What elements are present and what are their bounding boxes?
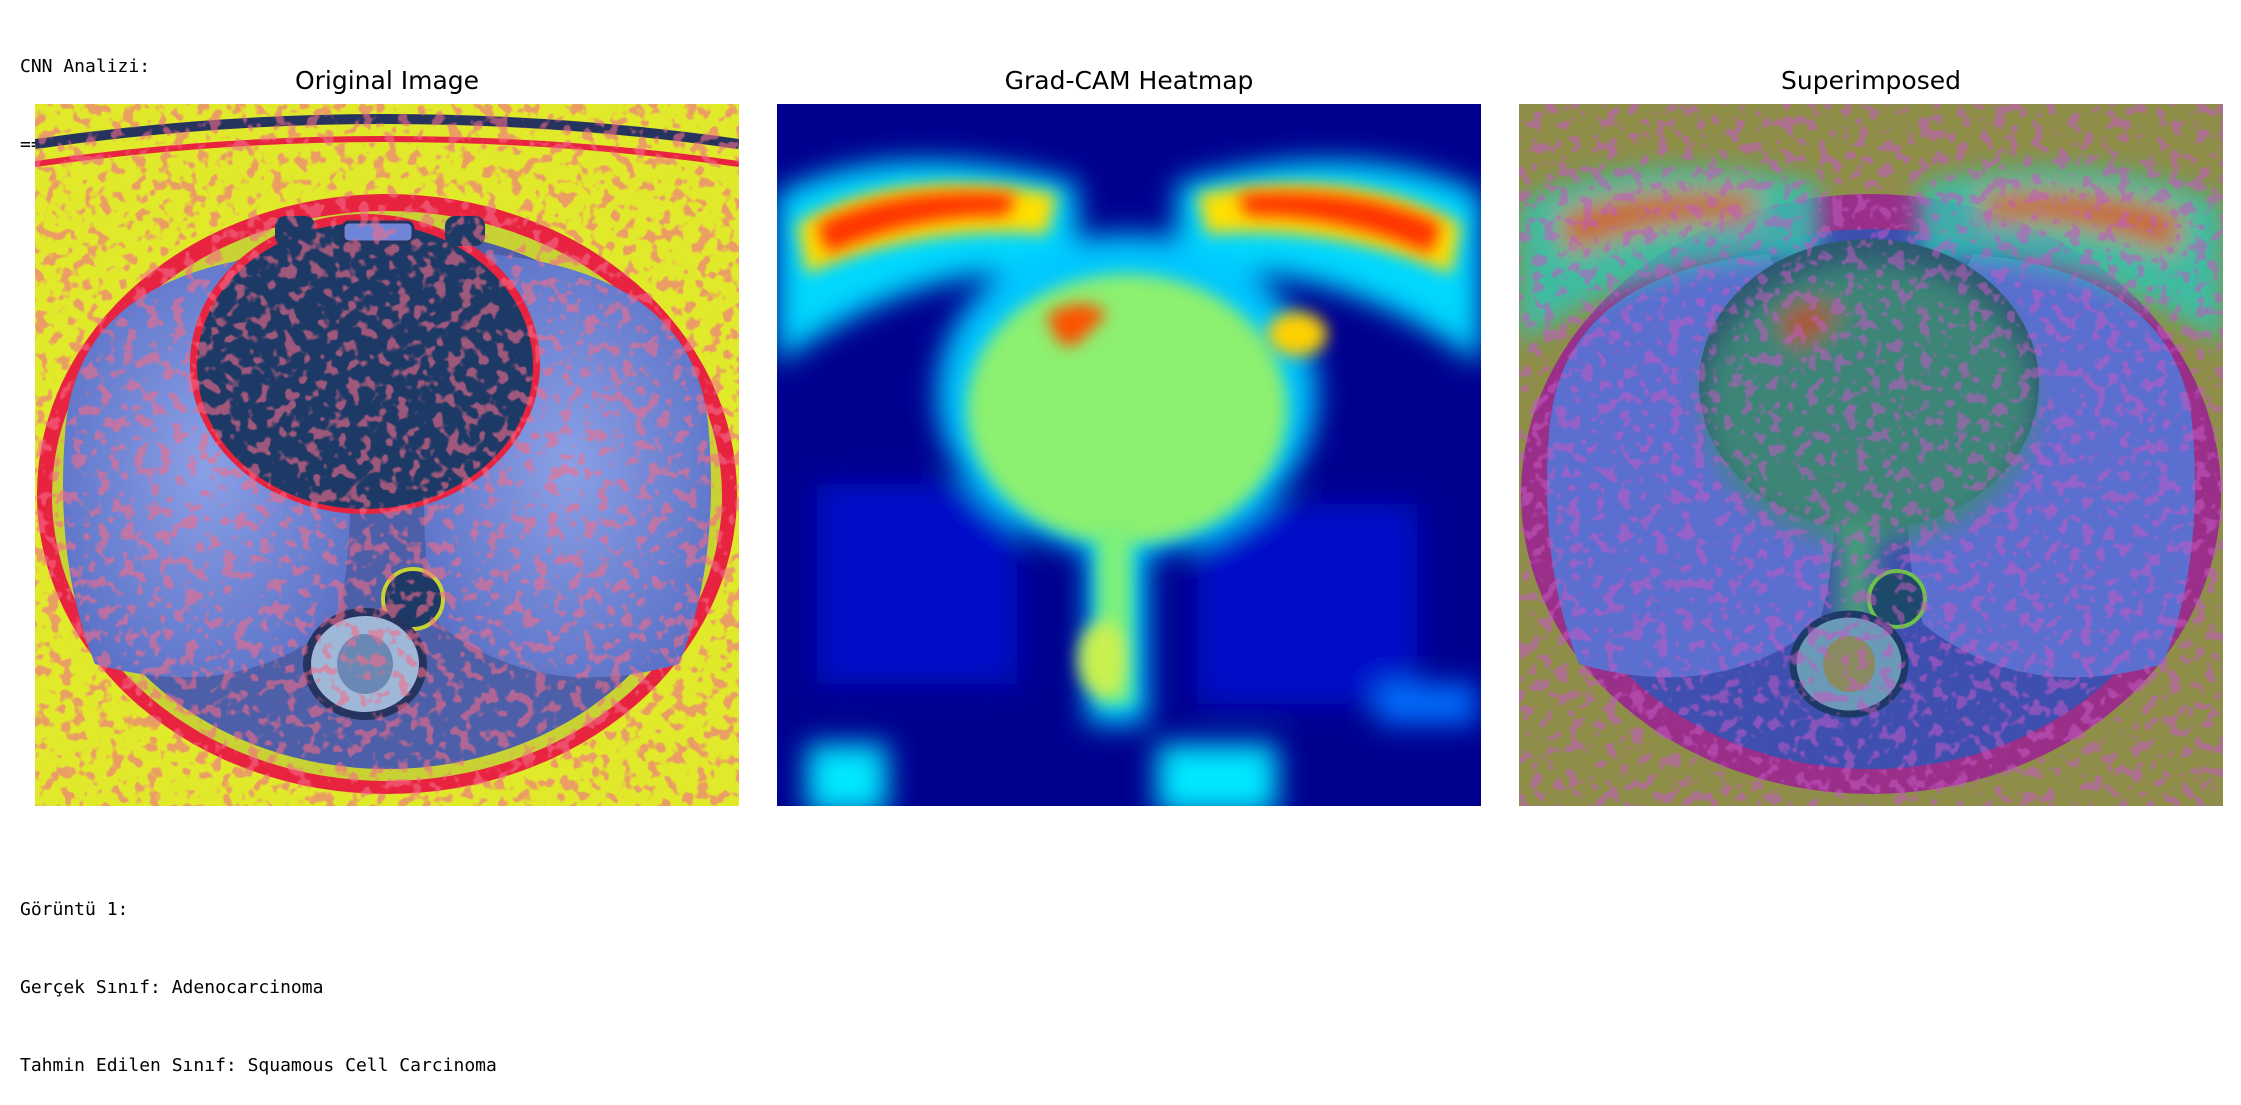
superimposed-panel: Superimposed [1519, 62, 2223, 100]
superimposed-title: Superimposed [1519, 62, 2223, 100]
original-image-title: Original Image [35, 62, 739, 100]
predicted-class-line: Tahmin Edilen Sınıf: Squamous Cell Carci… [20, 1053, 497, 1079]
original-image-panel: Original Image [35, 62, 739, 100]
output-footer: Görüntü 1: Gerçek Sınıf: Adenocarcinoma … [20, 845, 497, 1105]
heatmap-image [777, 104, 1481, 806]
image-index-line: Görüntü 1: [20, 897, 497, 923]
true-class-line: Gerçek Sınıf: Adenocarcinoma [20, 975, 497, 1001]
heatmap-title: Grad-CAM Heatmap [777, 62, 1481, 100]
heatmap-panel: Grad-CAM Heatmap [777, 62, 1481, 100]
ct-scan-image [35, 104, 739, 806]
superimposed-image [1519, 104, 2223, 806]
